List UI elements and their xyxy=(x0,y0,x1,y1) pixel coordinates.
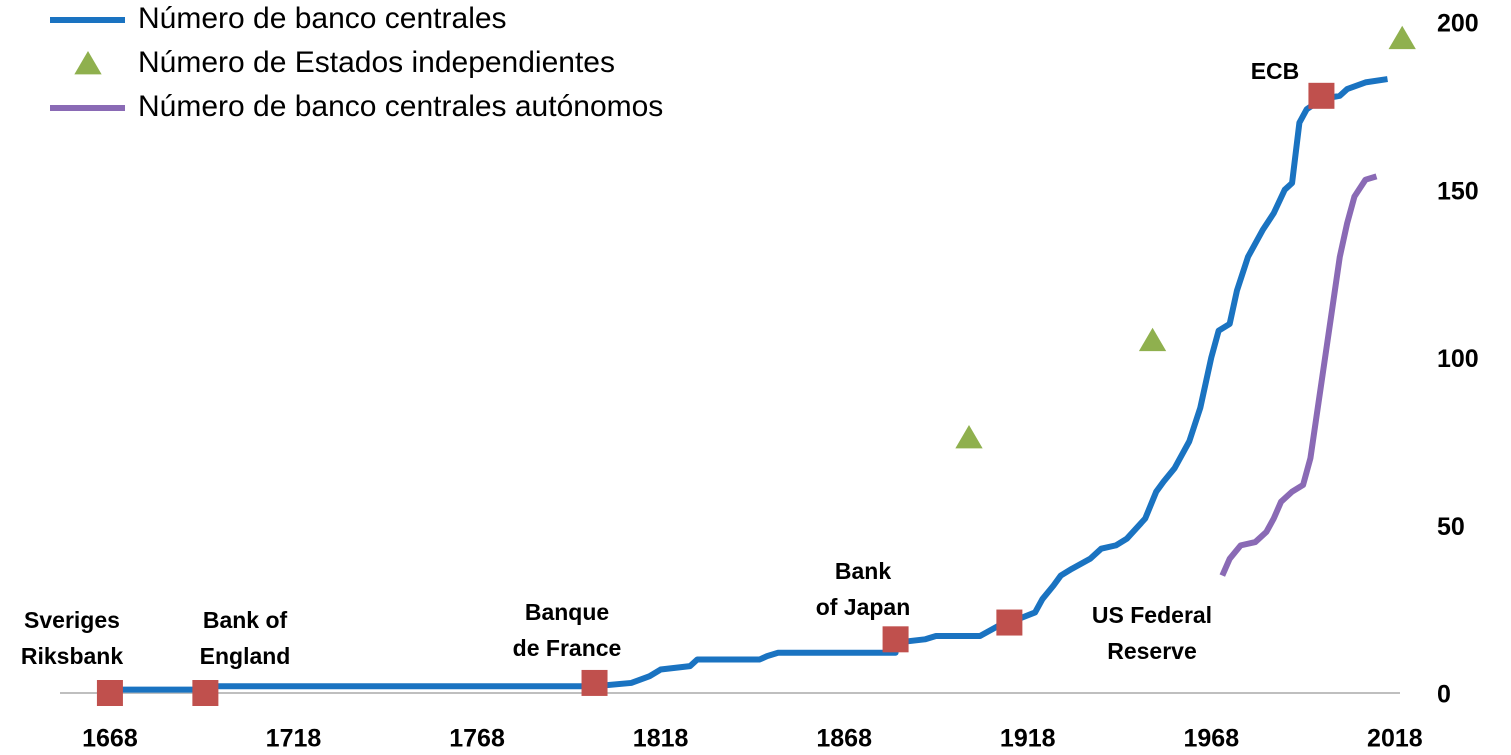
annotation-label: Sveriges xyxy=(24,607,120,633)
x-tick-label: 1868 xyxy=(816,725,872,753)
x-tick-label: 2018 xyxy=(1367,725,1423,753)
legend-label: Número de banco centrales autónomos xyxy=(138,90,663,123)
x-tick-label: 1818 xyxy=(633,725,689,753)
event-marker xyxy=(96,680,123,706)
event-marker xyxy=(1308,82,1335,109)
x-tick-label: 1918 xyxy=(1000,725,1056,753)
event-marker xyxy=(996,609,1023,636)
series-line xyxy=(109,76,1388,693)
annotation-label: Reserve xyxy=(1107,638,1197,664)
event-marker xyxy=(192,680,219,706)
x-tick-label: 1968 xyxy=(1183,725,1239,753)
triangle-marker xyxy=(1138,327,1167,352)
triangle-marker xyxy=(1388,25,1416,50)
legend-label: Número de banco centrales xyxy=(138,2,507,35)
y-tick-label: 150 xyxy=(1437,177,1479,205)
event-marker xyxy=(581,669,608,696)
annotation-label: US Federal xyxy=(1092,602,1212,628)
y-tick-label: 100 xyxy=(1437,345,1479,373)
annotation-label: de France xyxy=(513,635,622,661)
legend-triangle xyxy=(74,51,102,75)
y-tick-label: 0 xyxy=(1437,681,1451,709)
legend-label: Número de Estados independientes xyxy=(138,46,615,79)
series-line xyxy=(1219,173,1378,577)
x-tick-label: 1718 xyxy=(266,725,322,753)
y-tick-label: 50 xyxy=(1437,513,1465,541)
annotation-label: England xyxy=(200,643,291,669)
triangle-marker xyxy=(955,425,983,449)
annotation-label: Riksbank xyxy=(21,643,123,669)
event-marker xyxy=(882,626,909,653)
x-tick-label: 1768 xyxy=(449,725,505,753)
annotation-label: Banque xyxy=(525,599,609,625)
annotation-label: of Japan xyxy=(816,594,911,620)
y-tick-label: 200 xyxy=(1437,10,1479,38)
annotation-label: Bank xyxy=(835,558,891,584)
annotation-label: ECB xyxy=(1251,58,1300,84)
x-tick-label: 1668 xyxy=(82,725,138,753)
annotation-label: Bank of xyxy=(203,607,288,633)
